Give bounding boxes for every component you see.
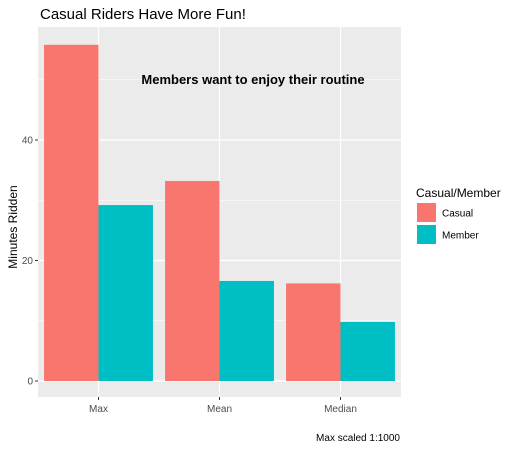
bars	[44, 44, 395, 382]
chart-title: Casual Riders Have More Fun!	[40, 6, 246, 23]
y-tick-label: 20	[22, 256, 34, 267]
bar-member-median	[340, 321, 395, 381]
y-tick-label: 0	[27, 377, 33, 388]
x-axis-ticks: Max Mean Median	[89, 397, 357, 415]
x-tick-label: Median	[324, 404, 357, 415]
legend: Casual Member	[417, 203, 479, 244]
y-tick-label: 40	[22, 136, 34, 147]
bar-casual-mean	[165, 180, 220, 381]
bar-casual-median	[286, 283, 341, 381]
x-tick-label: Max	[89, 404, 108, 415]
y-axis-ticks: 0 20 40	[22, 136, 38, 388]
x-tick-label: Mean	[207, 404, 232, 415]
bar-member-mean	[219, 280, 274, 381]
y-axis-title: Minutes Ridden	[6, 185, 20, 268]
legend-key-member	[417, 225, 436, 244]
bar-casual-max	[44, 44, 99, 382]
bar-member-max	[98, 205, 153, 381]
legend-key-casual	[417, 203, 436, 222]
legend-title: Casual/Member	[416, 186, 501, 200]
legend-label-casual: Casual	[442, 209, 473, 220]
legend-label-member: Member	[442, 231, 479, 242]
chart-annotation: Members want to enjoy their routine	[141, 72, 364, 87]
chart-caption: Max scaled 1:1000	[316, 433, 400, 444]
